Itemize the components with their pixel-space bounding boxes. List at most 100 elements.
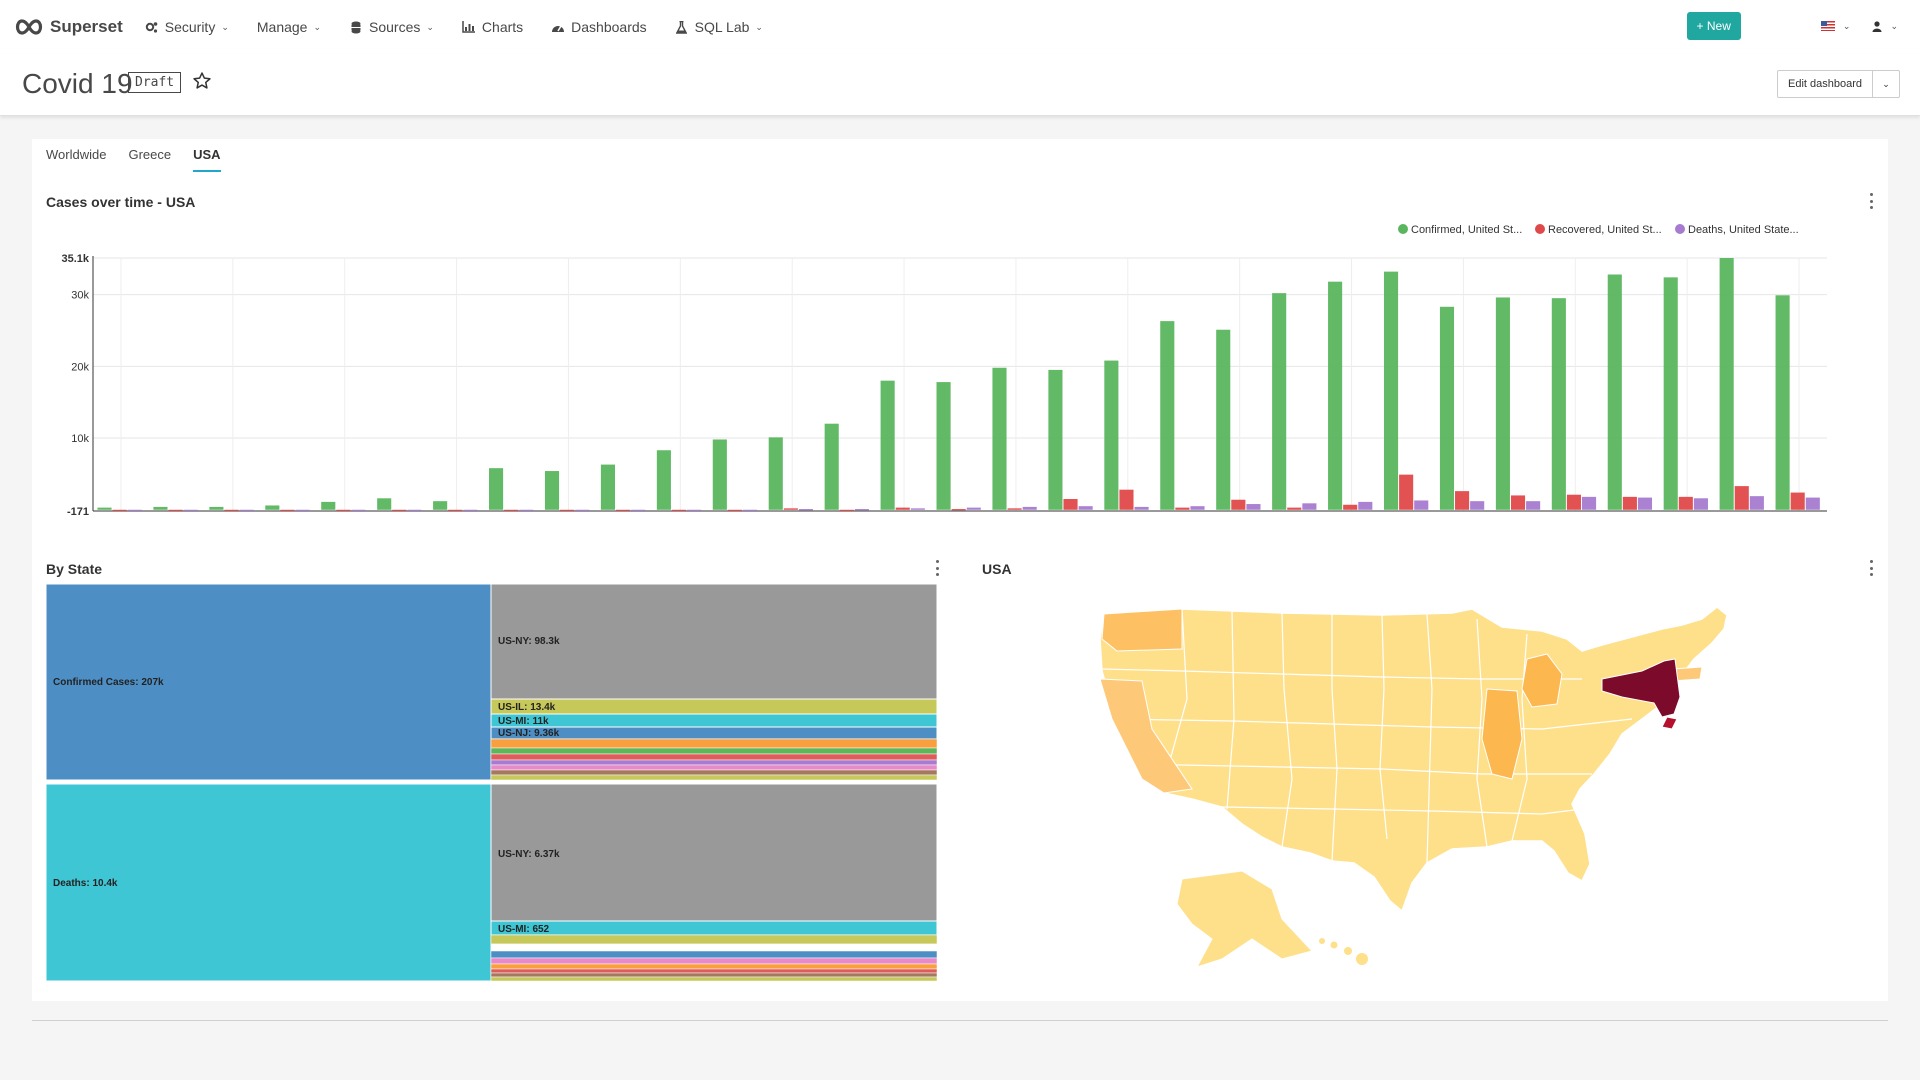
by-state-title: By State <box>46 561 103 577</box>
bar-deaths <box>910 508 925 510</box>
bar-confirmed <box>992 367 1007 510</box>
x-tick-label: Tue 07 <box>1558 518 1592 519</box>
x-tick-label: Fri 03 <box>1337 518 1365 519</box>
nav-sql-lab[interactable]: SQL Lab ⌄ <box>675 19 763 35</box>
bar-confirmed <box>1495 297 1510 510</box>
x-tick-label: Apr 05 <box>1447 518 1479 519</box>
star-icon[interactable] <box>192 71 212 91</box>
bar-recovered <box>1790 492 1805 510</box>
treemap-state-strip <box>490 753 938 761</box>
bar-confirmed <box>1048 369 1063 510</box>
chevron-down-icon: ⌄ <box>755 21 763 32</box>
edit-dashboard-group: Edit dashboard ⌄ <box>1777 70 1900 98</box>
bar-recovered <box>1343 504 1358 510</box>
tab-greece[interactable]: Greece <box>128 147 172 162</box>
x-tick-label: Thu 26 <box>887 518 921 519</box>
nav-dashboards[interactable]: Dashboards <box>551 19 647 35</box>
bar-confirmed <box>1775 295 1790 510</box>
nav-sources[interactable]: Sources ⌄ <box>349 19 434 35</box>
bar-deaths <box>687 509 702 511</box>
y-tick-label: 35.1k <box>61 253 89 265</box>
dashboard-title[interactable]: Covid 19 <box>22 68 133 99</box>
bar-deaths <box>351 509 366 511</box>
brand[interactable]: Superset <box>14 17 123 37</box>
treemap-mi-confirmed <box>490 713 938 728</box>
bar-recovered <box>727 509 742 511</box>
by-state-menu-icon[interactable] <box>934 560 940 576</box>
x-tick-label: Mar 22 <box>663 518 697 519</box>
x-tick-label: Wed 18 <box>438 518 476 519</box>
x-tick-label: Thu 09 <box>1670 518 1704 519</box>
bar-confirmed <box>153 506 168 510</box>
legend-swatch <box>1535 224 1545 234</box>
map-state-washington <box>1101 608 1183 652</box>
treemap-state-strip <box>490 934 938 945</box>
bar-confirmed <box>1663 277 1678 510</box>
map-state-michigan <box>1521 653 1563 708</box>
bar-recovered <box>615 509 631 511</box>
user-menu-dropdown-icon[interactable]: ⌄ <box>1890 20 1898 31</box>
bar-confirmed <box>377 498 392 510</box>
usa-map-menu-icon[interactable] <box>1868 560 1874 576</box>
bar-deaths <box>183 509 198 511</box>
cases-chart-title: Cases over time - USA <box>46 194 196 210</box>
bar-recovered <box>168 509 183 511</box>
dashboard-icon <box>551 20 565 34</box>
user-icon[interactable] <box>1872 20 1882 32</box>
database-icon <box>349 20 363 34</box>
treemap-ny-deaths <box>490 783 938 922</box>
bar-deaths <box>407 509 422 511</box>
treemap-nj-confirmed-label: US-NJ: 9.36k <box>498 728 560 739</box>
treemap-mi-deaths <box>490 920 938 936</box>
bar-confirmed <box>489 468 504 510</box>
bar-deaths <box>1526 501 1541 510</box>
bar-confirmed <box>1439 306 1455 510</box>
cases-chart-menu-icon[interactable] <box>1868 193 1874 209</box>
x-tick-label: Tue 24 <box>775 518 809 519</box>
bar-confirmed <box>1104 360 1119 510</box>
edit-dashboard-button[interactable]: Edit dashboard <box>1778 71 1873 97</box>
bar-deaths <box>854 509 869 511</box>
y-tick-label: -171 <box>67 506 89 518</box>
bar-recovered <box>1287 507 1302 510</box>
edit-options-dropdown-icon[interactable]: ⌄ <box>1882 78 1890 89</box>
bar-recovered <box>1622 496 1637 510</box>
nav-manage-label: Manage <box>256 19 308 35</box>
treemap-mi-deaths-label: US-MI: 652 <box>498 924 550 935</box>
bar-confirmed <box>321 501 336 510</box>
nav-security-label: Security <box>164 19 216 35</box>
bar-recovered <box>1231 499 1246 510</box>
bar-recovered <box>336 509 351 511</box>
brand-name: Superset <box>50 17 123 36</box>
bar-confirmed <box>97 507 112 510</box>
map-state-california <box>1099 678 1193 794</box>
tab-usa[interactable]: USA <box>193 147 222 172</box>
treemap-confirmed-label: Confirmed Cases: 207k <box>53 677 164 688</box>
bar-confirmed <box>1328 281 1343 510</box>
new-button[interactable]: + New <box>1686 12 1741 40</box>
map-state-alaska <box>1176 870 1313 968</box>
bar-recovered <box>504 509 519 511</box>
bar-confirmed <box>1719 258 1734 510</box>
tab-worldwide[interactable]: Worldwide <box>46 147 107 162</box>
bar-confirmed <box>1383 271 1399 510</box>
bar-deaths <box>519 509 534 511</box>
map-state-new-jersey <box>1661 716 1678 730</box>
bar-recovered <box>280 509 295 511</box>
language-dropdown-icon[interactable]: ⌄ <box>1842 20 1851 31</box>
us-flag-icon[interactable] <box>1820 21 1835 31</box>
dashboard-header: Covid 19 Draft Edit dashboard ⌄ <box>0 54 1920 116</box>
bar-deaths <box>1582 496 1597 510</box>
nav-manage[interactable]: Manage ⌄ <box>257 19 321 35</box>
bar-recovered <box>448 509 463 511</box>
map-state-illinois <box>1481 688 1523 780</box>
nav-security[interactable]: Security ⌄ <box>145 19 229 35</box>
bar-recovered <box>1063 499 1078 510</box>
legend-label: Deaths, United State... <box>1688 224 1799 236</box>
bar-confirmed <box>824 423 839 510</box>
x-tick-label: Mon 16 <box>326 518 363 519</box>
bar-deaths <box>575 509 590 511</box>
bar-deaths <box>1749 496 1764 510</box>
draft-badge[interactable]: Draft <box>128 72 182 93</box>
nav-charts[interactable]: Charts <box>462 19 523 35</box>
